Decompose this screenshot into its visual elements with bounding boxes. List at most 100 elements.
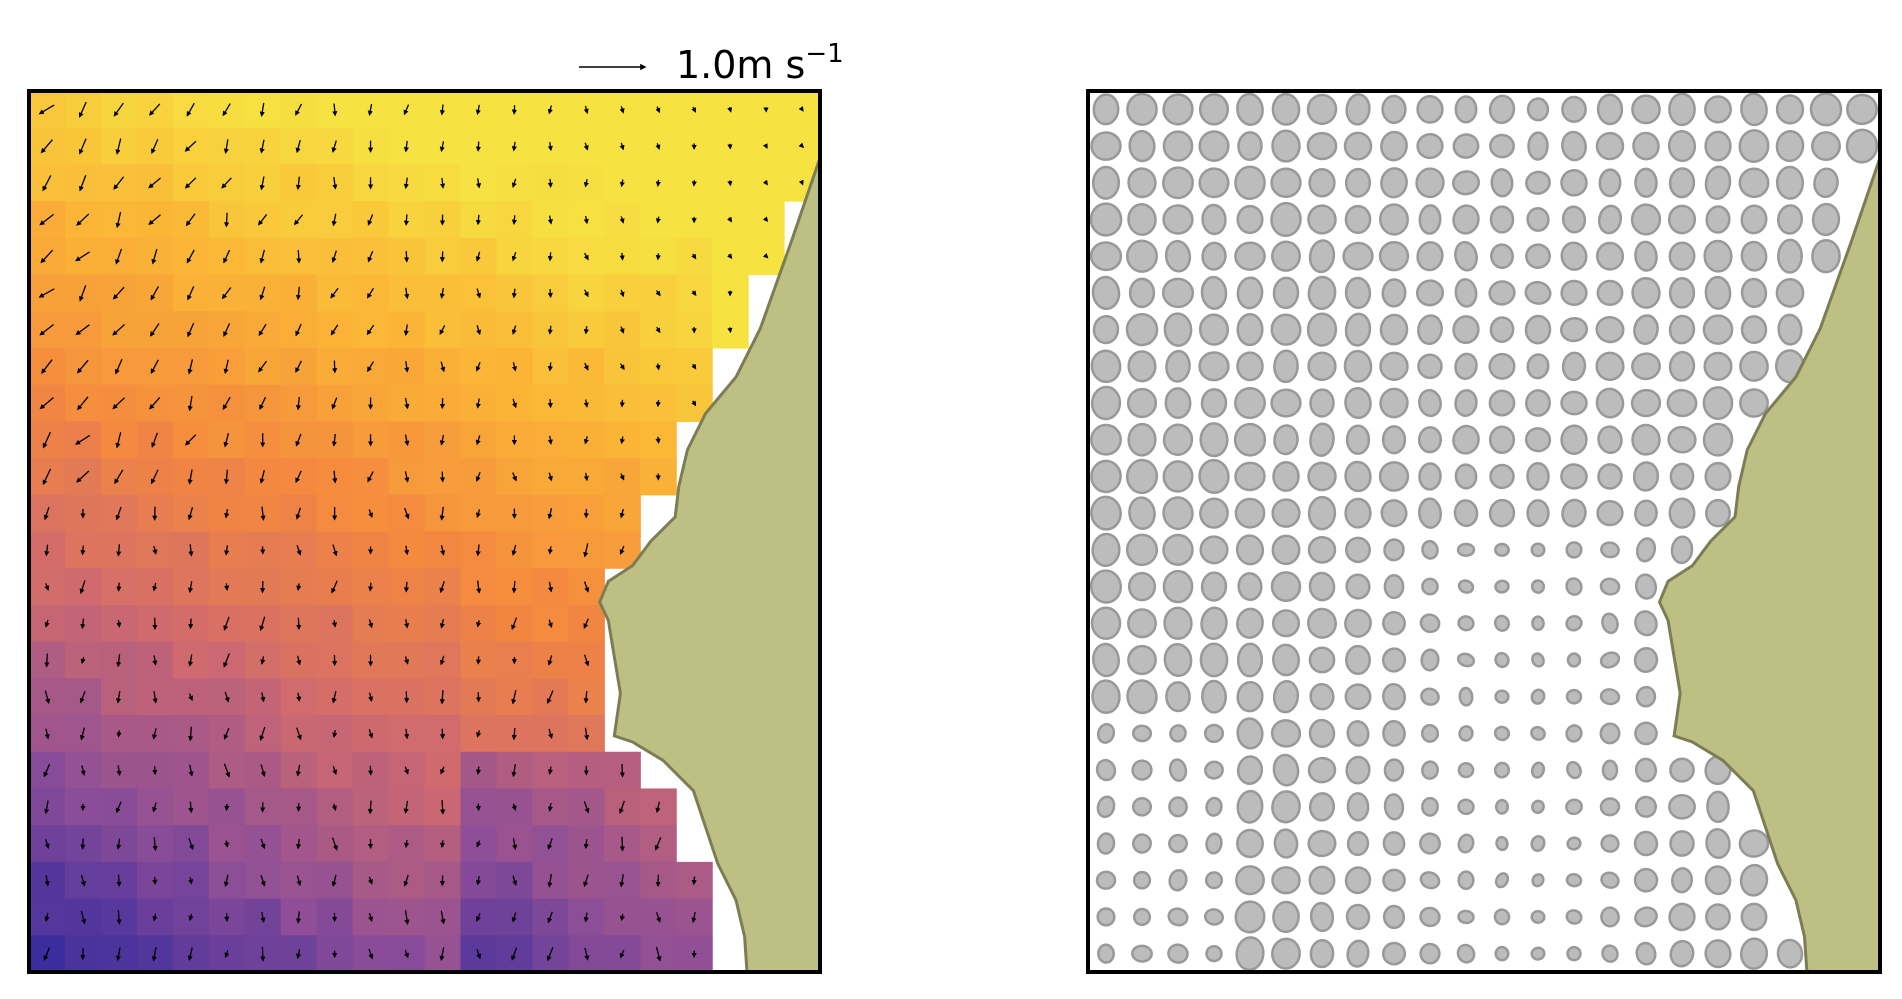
velocity-arrow	[546, 947, 554, 962]
variance-ellipse	[1704, 130, 1732, 162]
velocity-arrow	[368, 912, 374, 922]
variance-ellipse	[1632, 131, 1660, 161]
velocity-arrow	[260, 946, 266, 962]
velocity-arrow	[439, 947, 445, 962]
variance-ellipse	[1666, 388, 1698, 418]
velocity-arrow	[331, 433, 337, 447]
velocity-arrow	[115, 211, 122, 229]
variance-ellipse	[1273, 424, 1299, 456]
variance-ellipse	[1561, 351, 1587, 382]
velocity-arrow	[44, 583, 50, 592]
variance-ellipse	[1270, 313, 1302, 346]
variance-ellipse	[1560, 463, 1588, 490]
variance-ellipse	[1308, 865, 1336, 895]
variance-ellipse	[1095, 870, 1117, 890]
velocity-arrow	[619, 473, 625, 481]
variance-ellipse	[1383, 574, 1405, 600]
variance-ellipse	[1344, 866, 1372, 895]
variance-ellipse	[1198, 458, 1230, 494]
velocity-arrow	[403, 545, 410, 556]
velocity-arrow	[115, 947, 122, 962]
velocity-arrow	[260, 838, 266, 850]
variance-ellipse	[1163, 606, 1193, 640]
key-label: 1.0m s−1	[676, 39, 844, 87]
variance-ellipse	[1488, 352, 1516, 380]
velocity-arrow	[187, 395, 193, 412]
variance-ellipse	[1132, 833, 1152, 854]
velocity-arrow	[511, 912, 517, 923]
velocity-arrow	[112, 286, 125, 300]
variance-ellipse	[1205, 796, 1223, 817]
velocity-arrow	[404, 728, 410, 740]
velocity-arrow	[188, 544, 194, 557]
velocity-arrow	[77, 396, 89, 411]
variance-ellipse	[1308, 718, 1336, 748]
velocity-arrow	[79, 690, 86, 704]
velocity-arrow	[439, 104, 445, 116]
velocity-arrow	[116, 838, 122, 850]
velocity-arrow	[583, 618, 589, 629]
velocity-arrow	[367, 876, 373, 885]
velocity-arrow	[332, 176, 338, 190]
velocity-arrow	[152, 913, 158, 922]
variance-ellipse	[1308, 792, 1336, 822]
variance-ellipse	[1381, 647, 1407, 673]
velocity-arrow	[475, 509, 481, 519]
variance-ellipse	[1452, 133, 1480, 159]
variance-ellipse	[1345, 424, 1371, 455]
variance-ellipse	[1566, 652, 1582, 668]
velocity-arrow	[511, 141, 517, 152]
velocity-arrow	[224, 508, 230, 519]
variance-ellipse	[1131, 759, 1153, 781]
velocity-arrow	[655, 143, 661, 151]
velocity-arrow	[619, 363, 625, 371]
variance-ellipse	[1488, 389, 1516, 417]
velocity-arrow	[583, 289, 589, 298]
velocity-arrow	[619, 800, 625, 814]
velocity-arrow	[295, 360, 302, 373]
variance-ellipse	[1344, 276, 1372, 310]
variance-ellipse	[1595, 387, 1625, 419]
variance-ellipse	[1307, 351, 1337, 382]
variance-ellipse	[1845, 128, 1879, 164]
variance-ellipse	[1125, 312, 1159, 347]
variance-ellipse	[1161, 277, 1195, 309]
variance-ellipse	[1668, 497, 1696, 529]
variance-ellipse	[1419, 906, 1441, 928]
variance-ellipse	[1421, 577, 1439, 596]
variance-ellipse	[1416, 95, 1444, 124]
variance-ellipse	[1451, 170, 1481, 196]
variance-ellipse	[1596, 279, 1624, 307]
velocity-arrow	[619, 913, 625, 922]
velocity-arrow	[367, 103, 373, 117]
variance-ellipse	[1381, 425, 1407, 455]
velocity-arrow	[655, 363, 661, 371]
variance-ellipse	[1236, 313, 1264, 347]
velocity-arrow	[691, 363, 697, 370]
velocity-arrow	[223, 323, 231, 337]
variance-ellipse	[1307, 204, 1337, 235]
velocity-arrow	[257, 214, 268, 226]
variance-ellipse	[1561, 498, 1587, 528]
variance-ellipse	[1308, 168, 1336, 198]
variance-ellipse	[1668, 793, 1696, 820]
variance-ellipse	[1416, 241, 1444, 272]
velocity-arrow	[330, 324, 339, 336]
velocity-arrow	[188, 913, 194, 922]
variance-ellipse	[1379, 351, 1409, 381]
variance-ellipse	[1271, 609, 1301, 638]
velocity-arrow	[403, 324, 409, 336]
left-frame	[27, 89, 822, 974]
velocity-arrow	[295, 764, 301, 777]
variance-ellipse	[1667, 130, 1697, 163]
variance-ellipse	[1704, 165, 1732, 201]
variance-ellipse	[1096, 907, 1116, 927]
velocity-arrow	[42, 431, 52, 449]
variance-ellipse	[1271, 790, 1301, 824]
variance-ellipse	[1346, 792, 1370, 822]
velocity-arrow	[187, 322, 195, 338]
variance-ellipse	[1380, 130, 1408, 162]
velocity-arrow	[38, 288, 55, 298]
variance-ellipse	[1344, 312, 1372, 347]
